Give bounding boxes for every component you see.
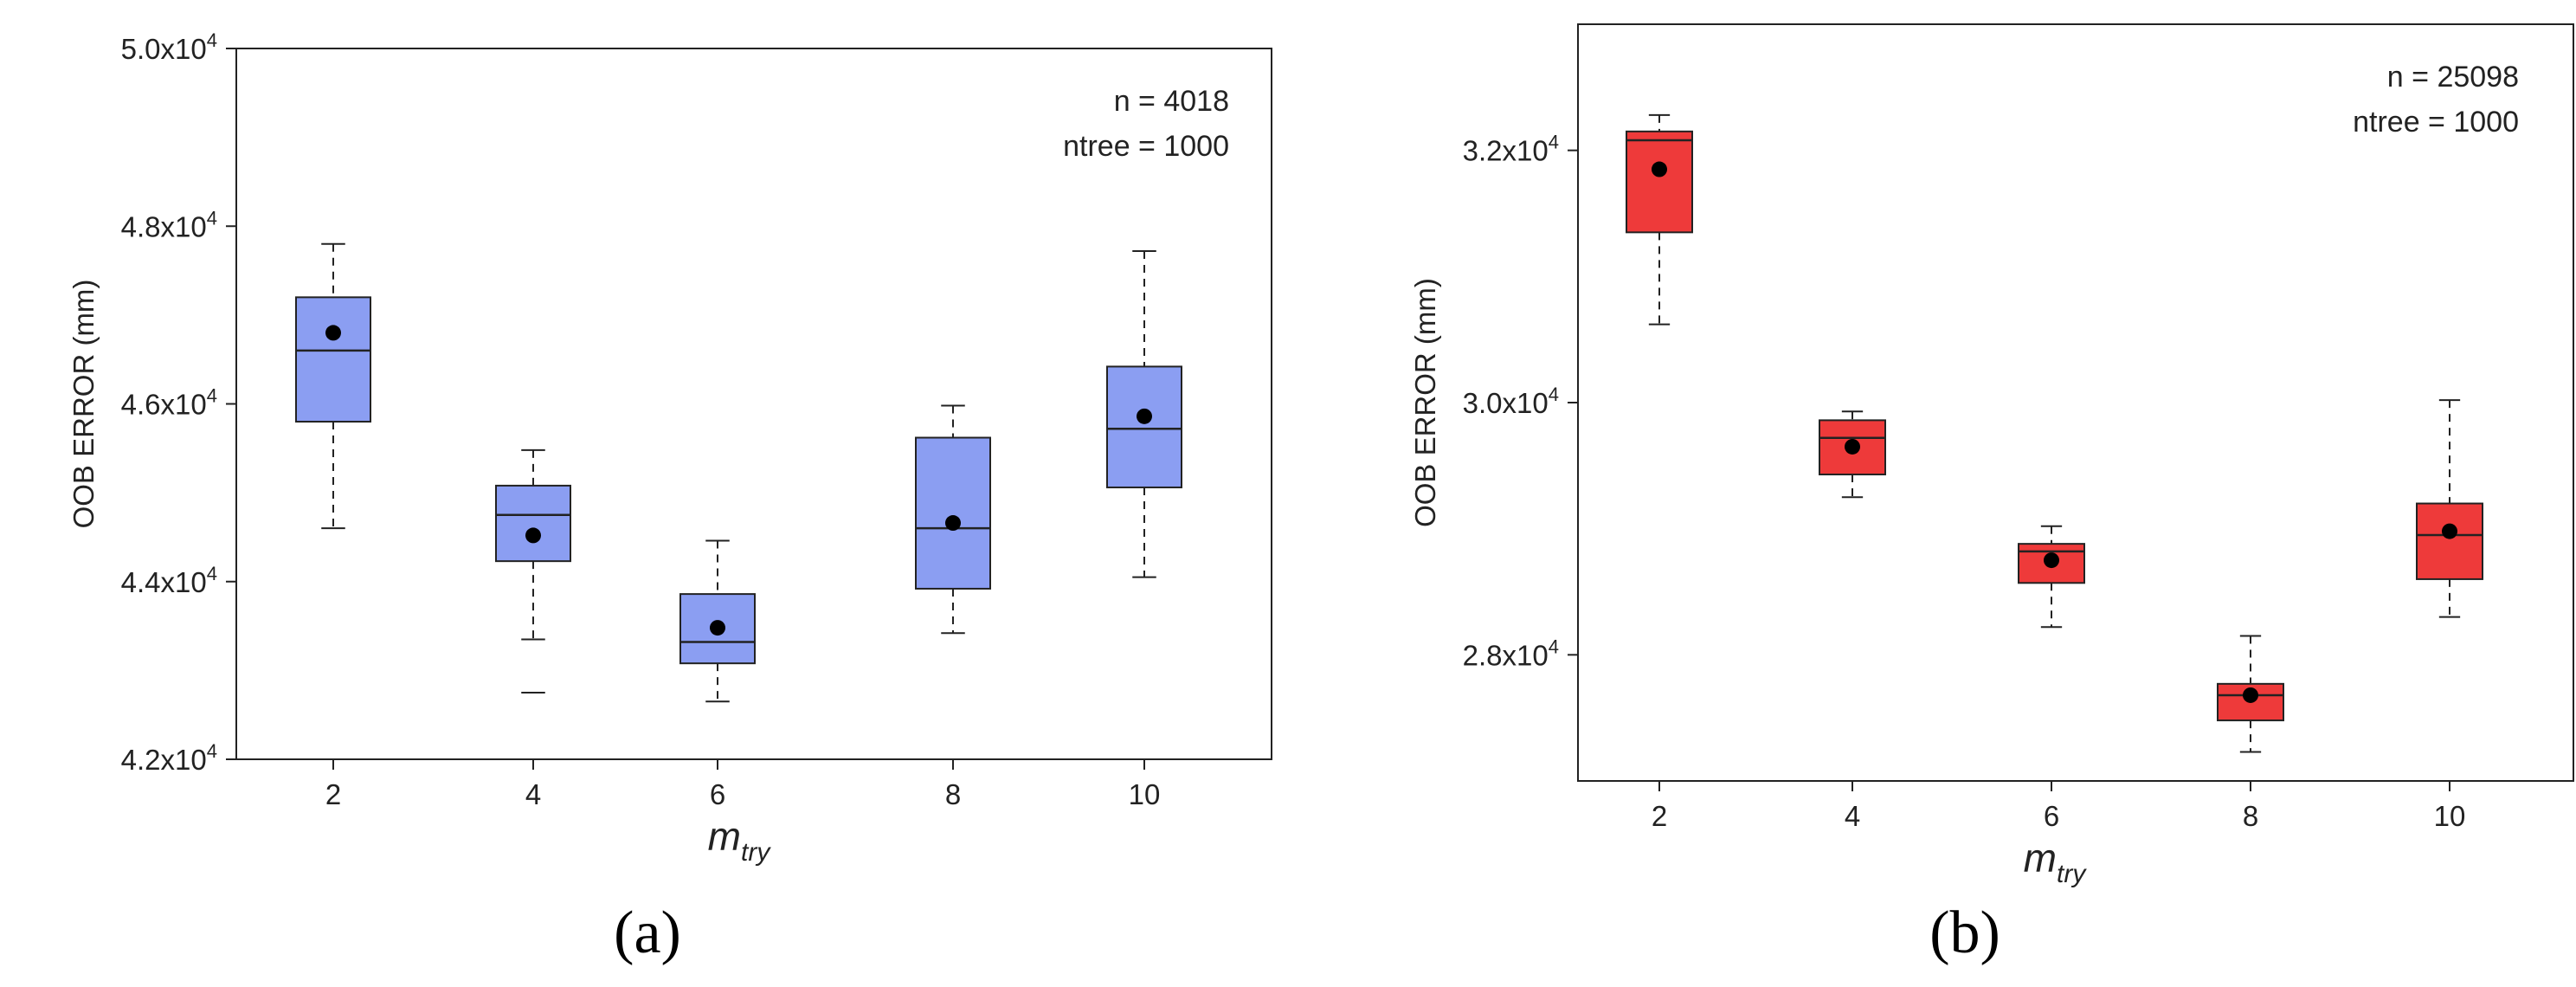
mean-point: [2243, 687, 2258, 703]
mean-point: [2044, 552, 2059, 569]
box-mtry-4: [1819, 410, 1886, 499]
y-tick-label: 4.6x104: [121, 385, 217, 421]
box-mtry-2: [295, 242, 371, 530]
x-tick-label: 8: [945, 778, 961, 810]
box-mtry-8: [915, 404, 991, 635]
annotation-ntree: ntree = 1000: [1063, 130, 1229, 163]
annotation-ntree: ntree = 1000: [2353, 106, 2519, 139]
x-tick-label: 2: [1652, 800, 1667, 832]
mean-point: [1137, 408, 1152, 424]
iqr-box: [915, 436, 991, 590]
mean-point: [1845, 438, 1860, 455]
iqr-box: [1626, 130, 1693, 234]
x-axis-title: mtry: [2024, 835, 2088, 888]
x-tick-label: 6: [2044, 800, 2059, 832]
box-mtry-10: [1106, 249, 1182, 578]
chart-panel-a: 4.2x104 4.4x104 4.6x104 4.8x104 5.0x104 2 4 6 8 1…: [68, 29, 1272, 966]
y-axis-title: OOB ERROR (mm): [1409, 278, 1441, 527]
x-tick-label: 10: [1129, 778, 1161, 810]
chart-panel-b: 2.8x104 3.0x104 3.2x104 2 4 6 8 10 n = 25098 ntre…: [1409, 23, 2574, 966]
x-axis-title: mtry: [708, 814, 772, 867]
x-tick-label: 6: [710, 778, 725, 810]
y-tick-label: 4.2x104: [121, 740, 217, 776]
x-tick-label: 4: [525, 778, 541, 810]
y-tick-label: 4.4x104: [121, 563, 217, 598]
y-tick-label: 2.8x104: [1463, 635, 1559, 671]
box-mtry-2: [1626, 113, 1693, 326]
y-tick-label: 3.2x104: [1463, 132, 1559, 167]
iqr-box: [2416, 502, 2483, 580]
box-mtry-4: [495, 448, 571, 694]
annotation-n: n = 25098: [2387, 61, 2519, 94]
iqr-box: [495, 484, 571, 563]
x-tick-label: 8: [2243, 800, 2258, 832]
box-mtry-10: [2416, 399, 2483, 618]
x-tick-label: 10: [2434, 800, 2466, 832]
mean-point: [2442, 523, 2457, 539]
box-mtry-8: [2217, 635, 2284, 753]
x-tick-label: 2: [325, 778, 341, 810]
iqr-box: [295, 296, 371, 423]
y-tick-label: 4.8x104: [121, 207, 217, 242]
mean-point: [710, 620, 725, 636]
mean-point: [945, 515, 961, 532]
mean-point: [525, 527, 541, 544]
iqr-box: [1106, 365, 1182, 488]
box-mtry-6: [2018, 525, 2085, 629]
panel-label: (b): [1929, 900, 2000, 966]
y-axis-title: OOB ERROR (mm): [68, 280, 100, 529]
mean-point: [325, 325, 341, 341]
annotation-n: n = 4018: [1114, 85, 1229, 118]
mean-point: [1652, 161, 1667, 177]
y-tick-label: 3.0x104: [1463, 384, 1559, 419]
y-tick-label: 5.0x104: [121, 29, 217, 65]
x-tick-label: 4: [1845, 800, 1860, 832]
panel-label: (a): [614, 900, 681, 966]
box-mtry-6: [679, 539, 756, 703]
